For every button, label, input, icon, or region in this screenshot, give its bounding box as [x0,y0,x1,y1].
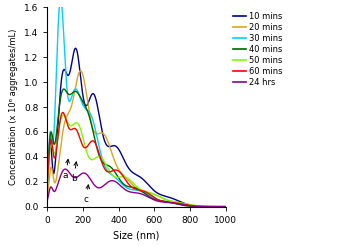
10 mins [201,205,205,208]
30 mins [45,183,50,186]
Line: 60 mins: 60 mins [47,112,226,207]
24 hrs [76,175,80,178]
10 mins [74,47,78,50]
Text: a: a [63,159,70,180]
20 mins [201,205,205,208]
40 mins [66,92,70,95]
60 mins [114,169,118,171]
60 mins [76,132,80,135]
50 mins [66,121,70,124]
30 mins [114,176,118,179]
60 mins [201,205,205,208]
10 mins [66,74,70,77]
X-axis label: Size (nm): Size (nm) [113,230,160,240]
40 mins [121,183,126,185]
24 hrs [223,205,228,208]
30 mins [121,184,126,187]
Y-axis label: Concentration (x 10⁶ aggregates/mL): Concentration (x 10⁶ aggregates/mL) [9,29,18,185]
Line: 50 mins: 50 mins [47,115,226,207]
20 mins [121,174,126,177]
60 mins [223,205,228,208]
50 mins [121,175,126,178]
50 mins [76,123,80,125]
40 mins [76,92,80,95]
Line: 40 mins: 40 mins [47,89,226,207]
Line: 30 mins: 30 mins [47,0,226,207]
24 hrs [114,180,118,183]
40 mins [223,205,228,208]
50 mins [45,183,50,185]
24 hrs [63,168,67,170]
30 mins [66,94,70,97]
20 mins [220,205,225,208]
24 hrs [220,205,225,208]
Legend: 10 mins, 20 mins, 30 mins, 40 mins, 50 mins, 60 mins, 24 hrs: 10 mins, 20 mins, 30 mins, 40 mins, 50 m… [233,12,283,87]
30 mins [201,205,205,208]
50 mins [201,205,205,208]
Text: b: b [71,162,78,183]
24 hrs [45,199,50,202]
24 hrs [201,205,205,208]
Line: 20 mins: 20 mins [47,71,226,207]
20 mins [78,69,83,72]
10 mins [121,157,126,160]
24 hrs [121,187,126,190]
40 mins [62,88,66,91]
60 mins [220,205,225,208]
60 mins [121,175,126,178]
10 mins [45,184,50,187]
20 mins [114,162,118,165]
Line: 10 mins: 10 mins [47,48,226,207]
40 mins [220,205,225,208]
10 mins [76,57,80,60]
50 mins [223,205,228,208]
40 mins [201,205,205,208]
50 mins [220,205,225,208]
10 mins [114,145,118,148]
Line: 24 hrs: 24 hrs [47,169,226,207]
50 mins [61,114,66,117]
20 mins [66,113,70,116]
10 mins [220,205,225,208]
24 hrs [66,169,70,172]
20 mins [45,196,50,199]
30 mins [223,205,228,208]
20 mins [223,205,228,208]
60 mins [45,181,50,184]
Text: c: c [84,185,90,204]
60 mins [60,111,65,114]
50 mins [114,176,118,179]
10 mins [223,205,228,208]
20 mins [76,73,80,76]
30 mins [220,205,225,208]
60 mins [66,124,70,127]
40 mins [45,179,50,182]
40 mins [114,172,118,175]
30 mins [76,91,80,94]
